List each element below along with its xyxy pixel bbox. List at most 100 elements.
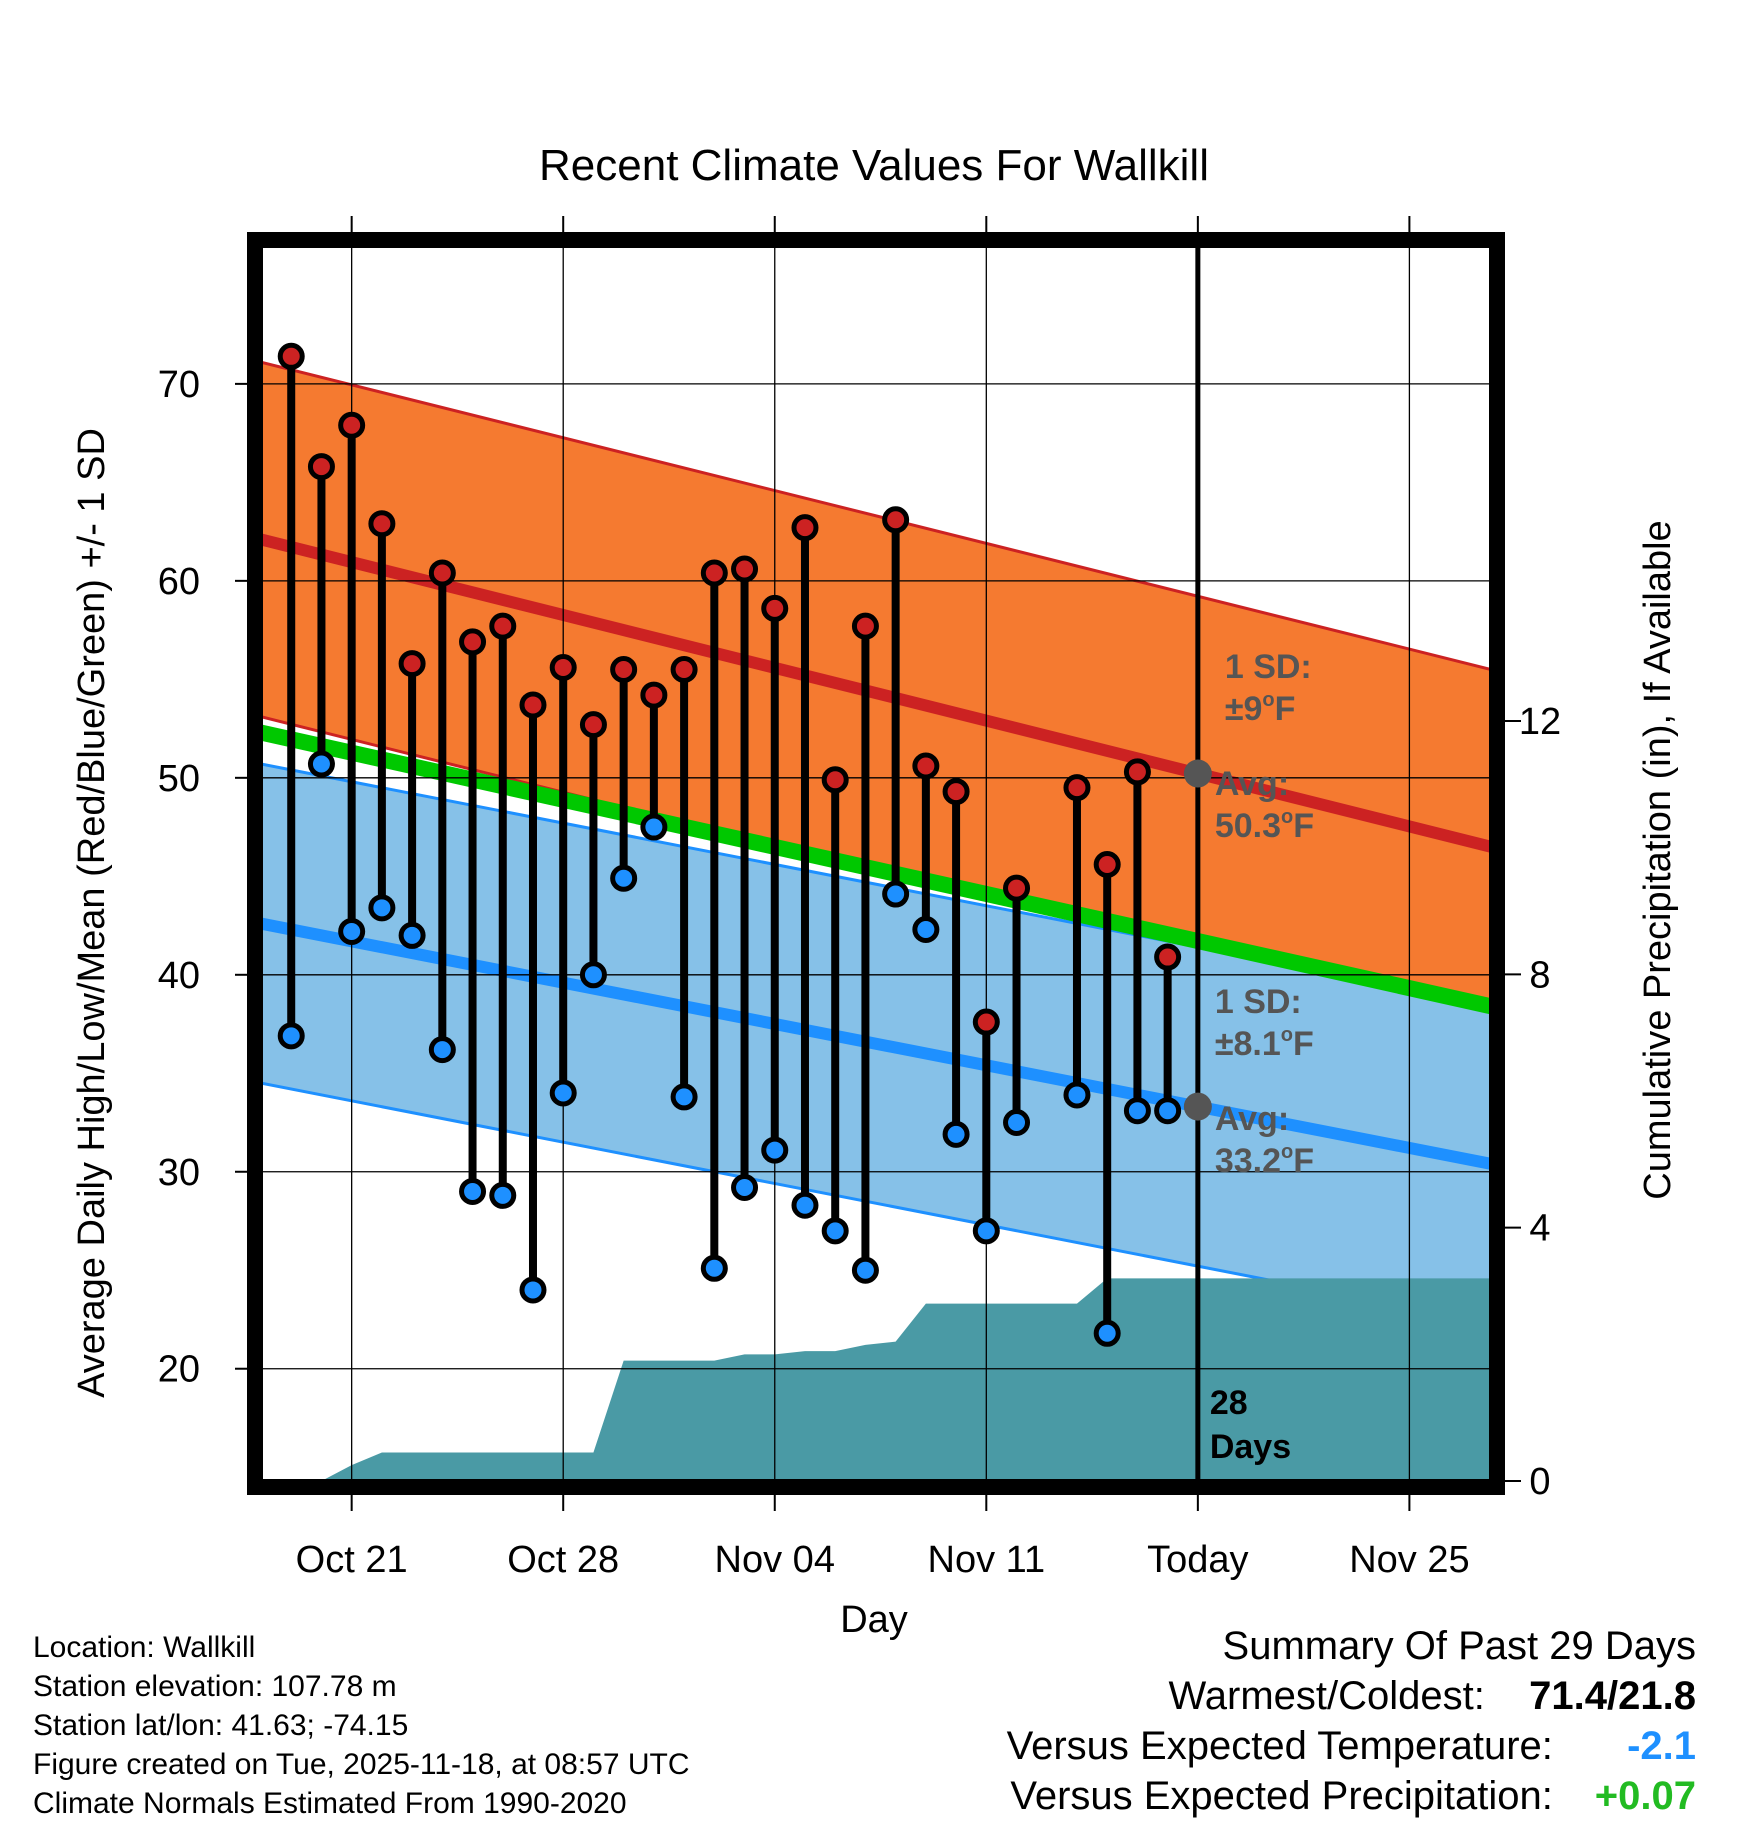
temp-anomaly-label: Versus Expected Temperature: xyxy=(1006,1724,1553,1768)
summary-precip: Versus Expected Precipitation: +0.07 xyxy=(1007,1771,1696,1821)
low-avg-value-value: 33.2 xyxy=(1215,1142,1281,1180)
high-marker xyxy=(1154,943,1182,971)
x-tick-label: Nov 04 xyxy=(715,1539,835,1581)
low-marker xyxy=(277,1022,305,1050)
days-label: Days xyxy=(1210,1428,1291,1466)
high-marker xyxy=(459,628,487,656)
temp-anomaly-value: -2.1 xyxy=(1627,1724,1696,1768)
high-sd-value-value: ±9 xyxy=(1225,690,1263,728)
low-marker xyxy=(1063,1081,1091,1109)
precip-anomaly-label: Versus Expected Precipitation: xyxy=(1010,1774,1553,1818)
low-marker xyxy=(1154,1097,1182,1125)
high-marker xyxy=(398,650,426,678)
low-marker xyxy=(700,1254,728,1282)
high-marker xyxy=(549,654,577,682)
low-avg-value: 33.2oF xyxy=(1215,1141,1314,1180)
high-marker xyxy=(1123,758,1151,786)
low-marker xyxy=(791,1191,819,1219)
high-marker xyxy=(1063,774,1091,802)
low-marker xyxy=(972,1217,1000,1245)
created-text: Figure created on Tue, 2025-11-18, at 08… xyxy=(33,1748,690,1781)
high-marker xyxy=(277,342,305,370)
x-tick-label: Nov 11 xyxy=(928,1539,1046,1581)
high-avg-value-value: 50.3 xyxy=(1215,807,1281,845)
low-marker xyxy=(731,1174,759,1202)
low-marker xyxy=(519,1276,547,1304)
high-marker xyxy=(368,510,396,538)
x-tick-label: Today xyxy=(1147,1539,1248,1581)
y-tick-label: 40 xyxy=(158,955,200,997)
high-sd-label: 1 SD: xyxy=(1225,648,1312,686)
x-tick-label: Oct 21 xyxy=(296,1539,408,1581)
latlon-text: Station lat/lon: 41.63; -74.15 xyxy=(33,1709,409,1742)
high-marker xyxy=(851,612,879,640)
y-tick-label: 70 xyxy=(158,364,200,406)
high-marker xyxy=(731,555,759,583)
y-axis-label: Average Daily High/Low/Mean (Red/Blue/Gr… xyxy=(71,428,113,1398)
high-marker xyxy=(519,691,547,719)
low-sd-value-unit: F xyxy=(1293,1025,1314,1063)
low-sd-label: 1 SD: xyxy=(1215,983,1302,1021)
high-sd-value-unit: F xyxy=(1275,690,1296,728)
x-axis-label: Day xyxy=(840,1599,908,1641)
normals-text: Climate Normals Estimated From 1990-2020 xyxy=(33,1787,627,1820)
chart-title: Recent Climate Values For Wallkill xyxy=(539,141,1209,190)
high-marker xyxy=(912,752,940,780)
low-marker xyxy=(761,1136,789,1164)
low-avg-value-unit: F xyxy=(1293,1142,1314,1180)
high-avg-value-unit: F xyxy=(1293,807,1314,845)
low-avg-label: Avg: xyxy=(1215,1100,1289,1138)
low-normal-line xyxy=(261,917,1491,1170)
high-marker xyxy=(640,681,668,709)
low-marker xyxy=(338,917,366,945)
plot-frame xyxy=(247,232,1505,1495)
high-marker xyxy=(489,612,517,640)
high-marker xyxy=(1003,874,1031,902)
low-marker xyxy=(428,1036,456,1064)
low-marker xyxy=(882,880,910,908)
low-marker xyxy=(1093,1319,1121,1347)
low-marker xyxy=(307,750,335,778)
low-marker xyxy=(1003,1109,1031,1137)
high-normal-line xyxy=(261,533,1491,853)
high-marker xyxy=(579,711,607,739)
high-marker xyxy=(791,514,819,542)
low-marker xyxy=(851,1256,879,1284)
high-marker xyxy=(972,1008,1000,1036)
high-marker xyxy=(670,655,698,683)
low-avg-value-degree: o xyxy=(1281,1141,1293,1163)
location-text: Location: Wallkill xyxy=(33,1631,256,1664)
today-high-normal-marker xyxy=(1183,759,1212,788)
low-marker xyxy=(398,921,426,949)
elevation-text: Station elevation: 107.78 m xyxy=(33,1670,397,1703)
high-marker xyxy=(821,766,849,794)
low-sd-value: ±8.1oF xyxy=(1215,1024,1314,1063)
high-marker xyxy=(338,411,366,439)
y2-tick-label: 12 xyxy=(1519,701,1561,743)
days-count: 28 xyxy=(1210,1384,1248,1422)
high-marker xyxy=(307,453,335,481)
summary-title: Summary Of Past 29 Days xyxy=(1222,1624,1696,1668)
low-marker xyxy=(368,894,396,922)
high-marker xyxy=(700,559,728,587)
high-avg-value: 50.3oF xyxy=(1215,806,1314,845)
y2-axis-label: Cumulative Precipitation (in), If Availa… xyxy=(1637,520,1679,1199)
high-avg-label: Avg: xyxy=(1215,765,1289,803)
low-marker xyxy=(942,1120,970,1148)
low-marker xyxy=(579,961,607,989)
y2-tick-label: 0 xyxy=(1529,1461,1550,1503)
precip-area xyxy=(261,1278,1491,1481)
warm-cold-label: Warmest/Coldest: xyxy=(1168,1674,1485,1718)
low-marker xyxy=(1123,1097,1151,1125)
plot-area xyxy=(261,246,1491,1481)
y2-tick-label: 8 xyxy=(1529,954,1550,996)
high-marker xyxy=(1093,850,1121,878)
low-marker xyxy=(459,1177,487,1205)
low-marker xyxy=(670,1083,698,1111)
y-tick-label: 50 xyxy=(158,758,200,800)
high-avg-value-degree: o xyxy=(1281,806,1293,828)
low-marker xyxy=(489,1181,517,1209)
x-tick-label: Nov 25 xyxy=(1349,1539,1469,1581)
low-marker xyxy=(610,864,638,892)
